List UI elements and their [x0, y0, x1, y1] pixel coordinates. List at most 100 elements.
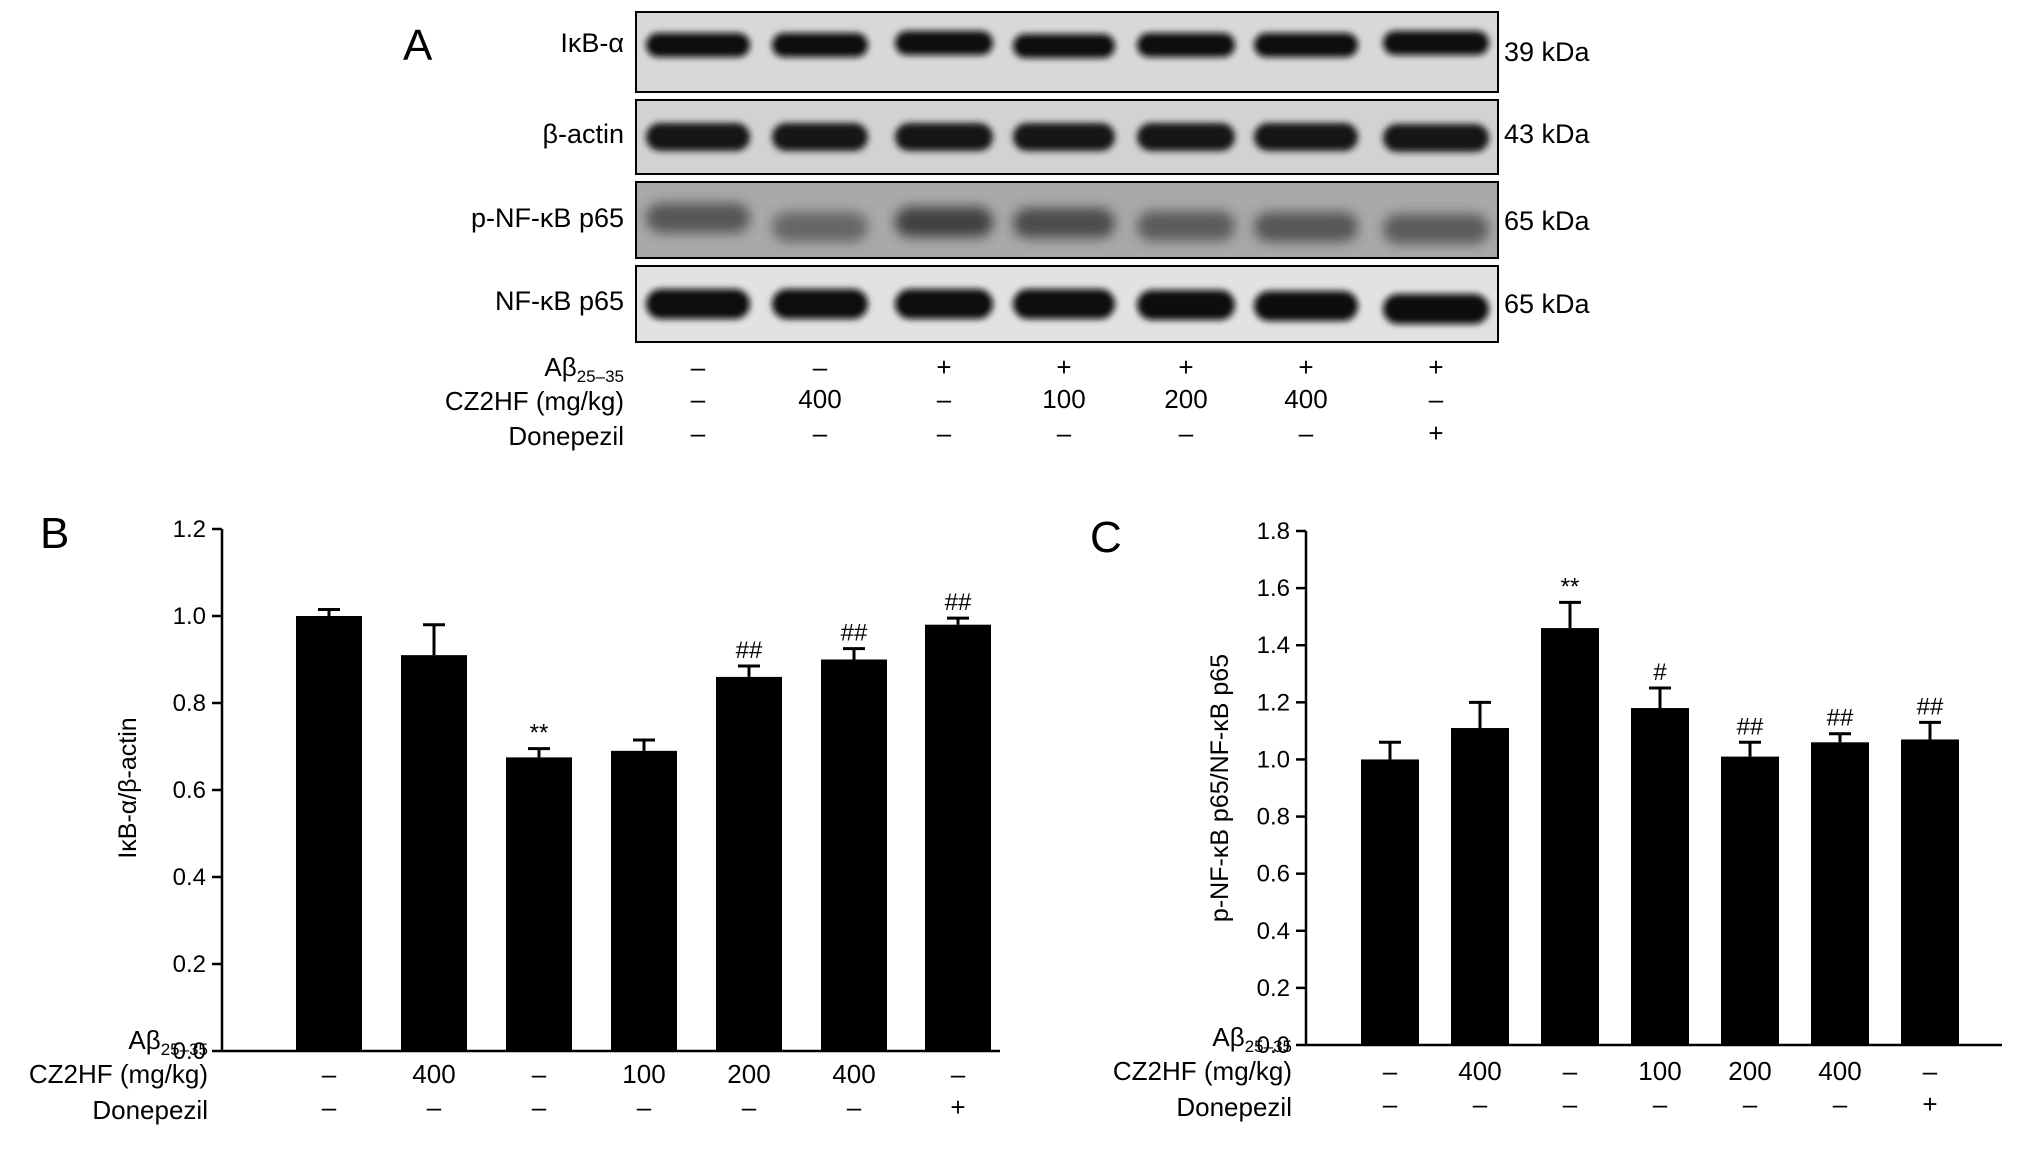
blot-row-p-nfkb-p65: p-NF-κB p65 65 kDa	[471, 181, 1591, 259]
bar	[1811, 742, 1869, 1045]
condition-value: –	[1429, 384, 1444, 414]
condition-value: +	[1562, 1022, 1577, 1052]
bar	[1901, 739, 1959, 1045]
blot-row-label: β-actin	[542, 119, 624, 149]
condition-value: –	[691, 418, 706, 448]
condition-value: +	[1428, 418, 1443, 448]
panel-letter-c: C	[1090, 513, 1122, 562]
condition-value: –	[427, 1025, 442, 1055]
blot-band	[646, 33, 750, 57]
condition-value: –	[1299, 418, 1314, 448]
condition-value: 200	[1728, 1056, 1771, 1086]
condition-value: –	[427, 1092, 442, 1122]
condition-value: –	[532, 1059, 547, 1089]
panel-letter-a: A	[403, 21, 433, 70]
y-tick-label: 0.2	[1257, 975, 1290, 1002]
blot-band	[646, 289, 750, 319]
bar	[1721, 756, 1779, 1045]
blot-row-beta-actin: β-actin 43 kDa	[542, 99, 1591, 175]
condition-table-a: Aβ25–35 CZ2HF (mg/kg) Donepezil – – + + + + +–…	[445, 352, 1444, 451]
condition-value: –	[813, 418, 828, 448]
condition-value: –	[1653, 1089, 1668, 1119]
significance-mark: ##	[841, 620, 868, 647]
blot-band	[1254, 33, 1358, 57]
significance-mark: ##	[736, 637, 763, 664]
y-tick-label: 0.0	[173, 1038, 206, 1065]
blot-row-kda: 43 kDa	[1504, 119, 1591, 149]
significance-mark: #	[1653, 659, 1667, 686]
blot-band	[1383, 214, 1489, 244]
blot-row-kda: 65 kDa	[1504, 289, 1591, 319]
condition-value: –	[742, 1092, 757, 1122]
chart-c-bars	[1361, 600, 1959, 1045]
blot-band	[895, 31, 993, 55]
condition-table-b: Aβ25–35 CZ2HF (mg/kg) Donepezil – – + + + + +–…	[29, 1025, 966, 1125]
condition-value: –	[322, 1092, 337, 1122]
blot-row-label: NF-κB p65	[495, 286, 624, 316]
condition-value: –	[951, 1059, 966, 1089]
condition-value: +	[846, 1025, 861, 1055]
y-tick-label: 0.6	[173, 777, 206, 804]
condition-label-abeta: Aβ25–35	[544, 352, 624, 386]
bar	[1541, 628, 1599, 1045]
condition-value: 200	[727, 1059, 770, 1089]
condition-value: –	[532, 1092, 547, 1122]
significance-mark: ##	[945, 589, 972, 616]
y-tick-label: 1.2	[173, 516, 206, 543]
blot-band	[1013, 289, 1115, 319]
significance-mark: ##	[1737, 713, 1764, 740]
condition-label-abeta: Aβ25–35	[128, 1025, 208, 1059]
bar	[1451, 728, 1509, 1045]
western-blot: IκB-α 39 kDa β-actin 43 kDa p-NF-κB p65 …	[471, 11, 1591, 343]
blot-band	[1137, 211, 1235, 241]
condition-value: 100	[1042, 384, 1085, 414]
condition-value: –	[1563, 1056, 1578, 1086]
condition-value: +	[1298, 352, 1313, 382]
chart-c-y-ticks: 0.0 0.2 0.4 0.6 0.8 1.0 1.2 1.4 1.6 1.8	[1257, 518, 1306, 1059]
bar	[716, 676, 782, 1051]
condition-value: –	[1383, 1089, 1398, 1119]
blot-band	[1013, 123, 1115, 151]
y-tick-label: 0.8	[173, 690, 206, 717]
blot-band	[772, 123, 868, 151]
blot-band	[646, 203, 750, 233]
blot-band	[772, 212, 868, 242]
condition-value: –	[813, 352, 828, 382]
condition-value: 400	[1284, 384, 1327, 414]
bar	[401, 655, 467, 1051]
panel-letter-b: B	[40, 509, 69, 558]
condition-value: +	[636, 1025, 651, 1055]
condition-value: 400	[1458, 1056, 1501, 1086]
condition-value: 100	[1638, 1056, 1681, 1086]
condition-value: 200	[1164, 384, 1207, 414]
condition-value: 400	[1818, 1056, 1861, 1086]
condition-value: –	[691, 384, 706, 414]
condition-value: +	[1652, 1022, 1667, 1052]
condition-value: –	[1383, 1056, 1398, 1086]
condition-value: +	[1178, 352, 1193, 382]
bar	[821, 659, 887, 1051]
blot-band	[772, 33, 868, 57]
blot-band	[1013, 34, 1115, 58]
condition-value: +	[936, 352, 951, 382]
blot-band	[1383, 294, 1489, 324]
condition-value: 100	[622, 1059, 665, 1089]
blot-row-nfkb-p65: NF-κB p65 65 kDa	[495, 265, 1591, 343]
blot-row-ikba: IκB-α 39 kDa	[560, 11, 1591, 93]
chart-c: 0.00.20.40.60.81.01.21.41.61.8 **### ## ##…	[1206, 518, 2002, 1059]
condition-value: –	[1923, 1056, 1938, 1086]
condition-value: –	[1383, 1022, 1398, 1052]
y-tick-label: 0.2	[173, 951, 206, 978]
condition-label-donepezil: Donepezil	[92, 1095, 208, 1125]
y-tick-label: 0.8	[1257, 804, 1290, 831]
condition-label-cz2hf: CZ2HF (mg/kg)	[29, 1059, 208, 1089]
condition-value: –	[322, 1025, 337, 1055]
blot-band	[1383, 31, 1489, 55]
y-tick-label: 0.4	[1257, 918, 1290, 945]
y-tick-label: 1.4	[1257, 632, 1290, 659]
condition-label-donepezil: Donepezil	[508, 421, 624, 451]
y-tick-label: 1.8	[1257, 518, 1290, 545]
condition-value: –	[1473, 1089, 1488, 1119]
blot-band	[895, 289, 993, 319]
